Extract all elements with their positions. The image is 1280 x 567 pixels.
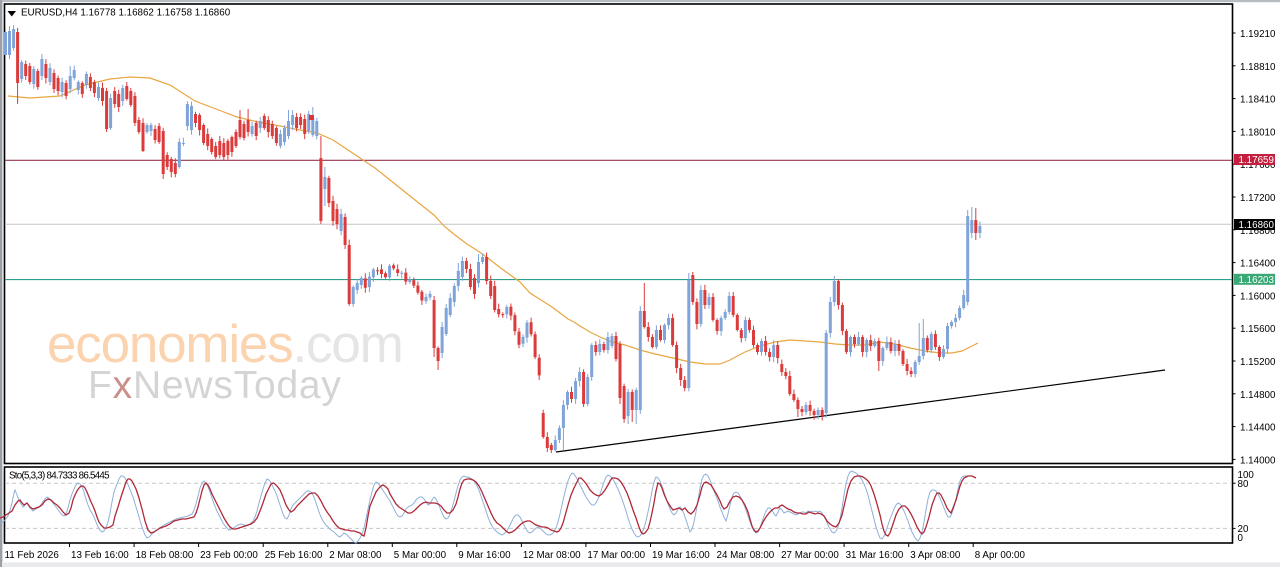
svg-text:9 Mar 16:00: 9 Mar 16:00 (458, 550, 511, 561)
svg-text:80: 80 (1238, 479, 1249, 490)
svg-text:13 Feb 16:00: 13 Feb 16:00 (71, 550, 129, 561)
svg-text:1.16203: 1.16203 (1239, 275, 1275, 286)
svg-text:1.17659: 1.17659 (1239, 155, 1274, 166)
svg-text:1.16000: 1.16000 (1240, 291, 1276, 302)
svg-text:1.18010: 1.18010 (1240, 127, 1276, 138)
svg-text:23 Feb 00:00: 23 Feb 00:00 (200, 550, 258, 561)
svg-text:27 Mar 00:00: 27 Mar 00:00 (781, 550, 839, 561)
svg-text:18 Feb 08:00: 18 Feb 08:00 (136, 550, 194, 561)
svg-text:1.14400: 1.14400 (1240, 423, 1276, 434)
svg-text:1.14000: 1.14000 (1240, 455, 1276, 466)
svg-text:FxNewsToday: FxNewsToday (88, 364, 342, 407)
svg-text:3 Apr 08:00: 3 Apr 08:00 (910, 550, 961, 561)
svg-text:0: 0 (1238, 533, 1244, 544)
svg-text:1.15600: 1.15600 (1240, 324, 1276, 335)
svg-text:25 Feb 16:00: 25 Feb 16:00 (265, 550, 323, 561)
svg-text:11 Feb 2026: 11 Feb 2026 (5, 550, 60, 561)
svg-text:Sto(5,3,3) 84.7333 86.5445: Sto(5,3,3) 84.7333 86.5445 (9, 471, 110, 482)
svg-text:31 Mar 16:00: 31 Mar 16:00 (846, 550, 904, 561)
svg-text:100: 100 (1238, 470, 1255, 481)
svg-text:1.17600: 1.17600 (1240, 160, 1276, 171)
svg-text:1.17200: 1.17200 (1240, 193, 1276, 204)
svg-text:5 Mar 00:00: 5 Mar 00:00 (394, 550, 447, 561)
svg-text:1.16860: 1.16860 (1239, 220, 1275, 231)
svg-text:1.18410: 1.18410 (1240, 95, 1276, 106)
svg-text:1.18810: 1.18810 (1240, 62, 1276, 73)
svg-text:19 Mar 16:00: 19 Mar 16:00 (652, 550, 710, 561)
svg-text:economies.com: economies.com (47, 315, 403, 374)
svg-text:12 Mar 08:00: 12 Mar 08:00 (523, 550, 581, 561)
svg-text:2 Mar 08:00: 2 Mar 08:00 (329, 550, 382, 561)
svg-text:1.14800: 1.14800 (1240, 390, 1276, 401)
svg-text:1.16800: 1.16800 (1240, 226, 1276, 237)
svg-text:EURUSD,H4 1.16778 1.16862 1.1: EURUSD,H4 1.16778 1.16862 1.16758 1.1686… (21, 8, 231, 19)
svg-text:1.15200: 1.15200 (1240, 357, 1276, 368)
svg-text:8 Apr 00:00: 8 Apr 00:00 (975, 550, 1026, 561)
svg-text:20: 20 (1238, 524, 1249, 535)
svg-text:1.16400: 1.16400 (1240, 259, 1276, 270)
svg-text:24 Mar 08:00: 24 Mar 08:00 (717, 550, 775, 561)
svg-text:17 Mar 00:00: 17 Mar 00:00 (587, 550, 645, 561)
svg-text:1.19210: 1.19210 (1240, 29, 1276, 40)
